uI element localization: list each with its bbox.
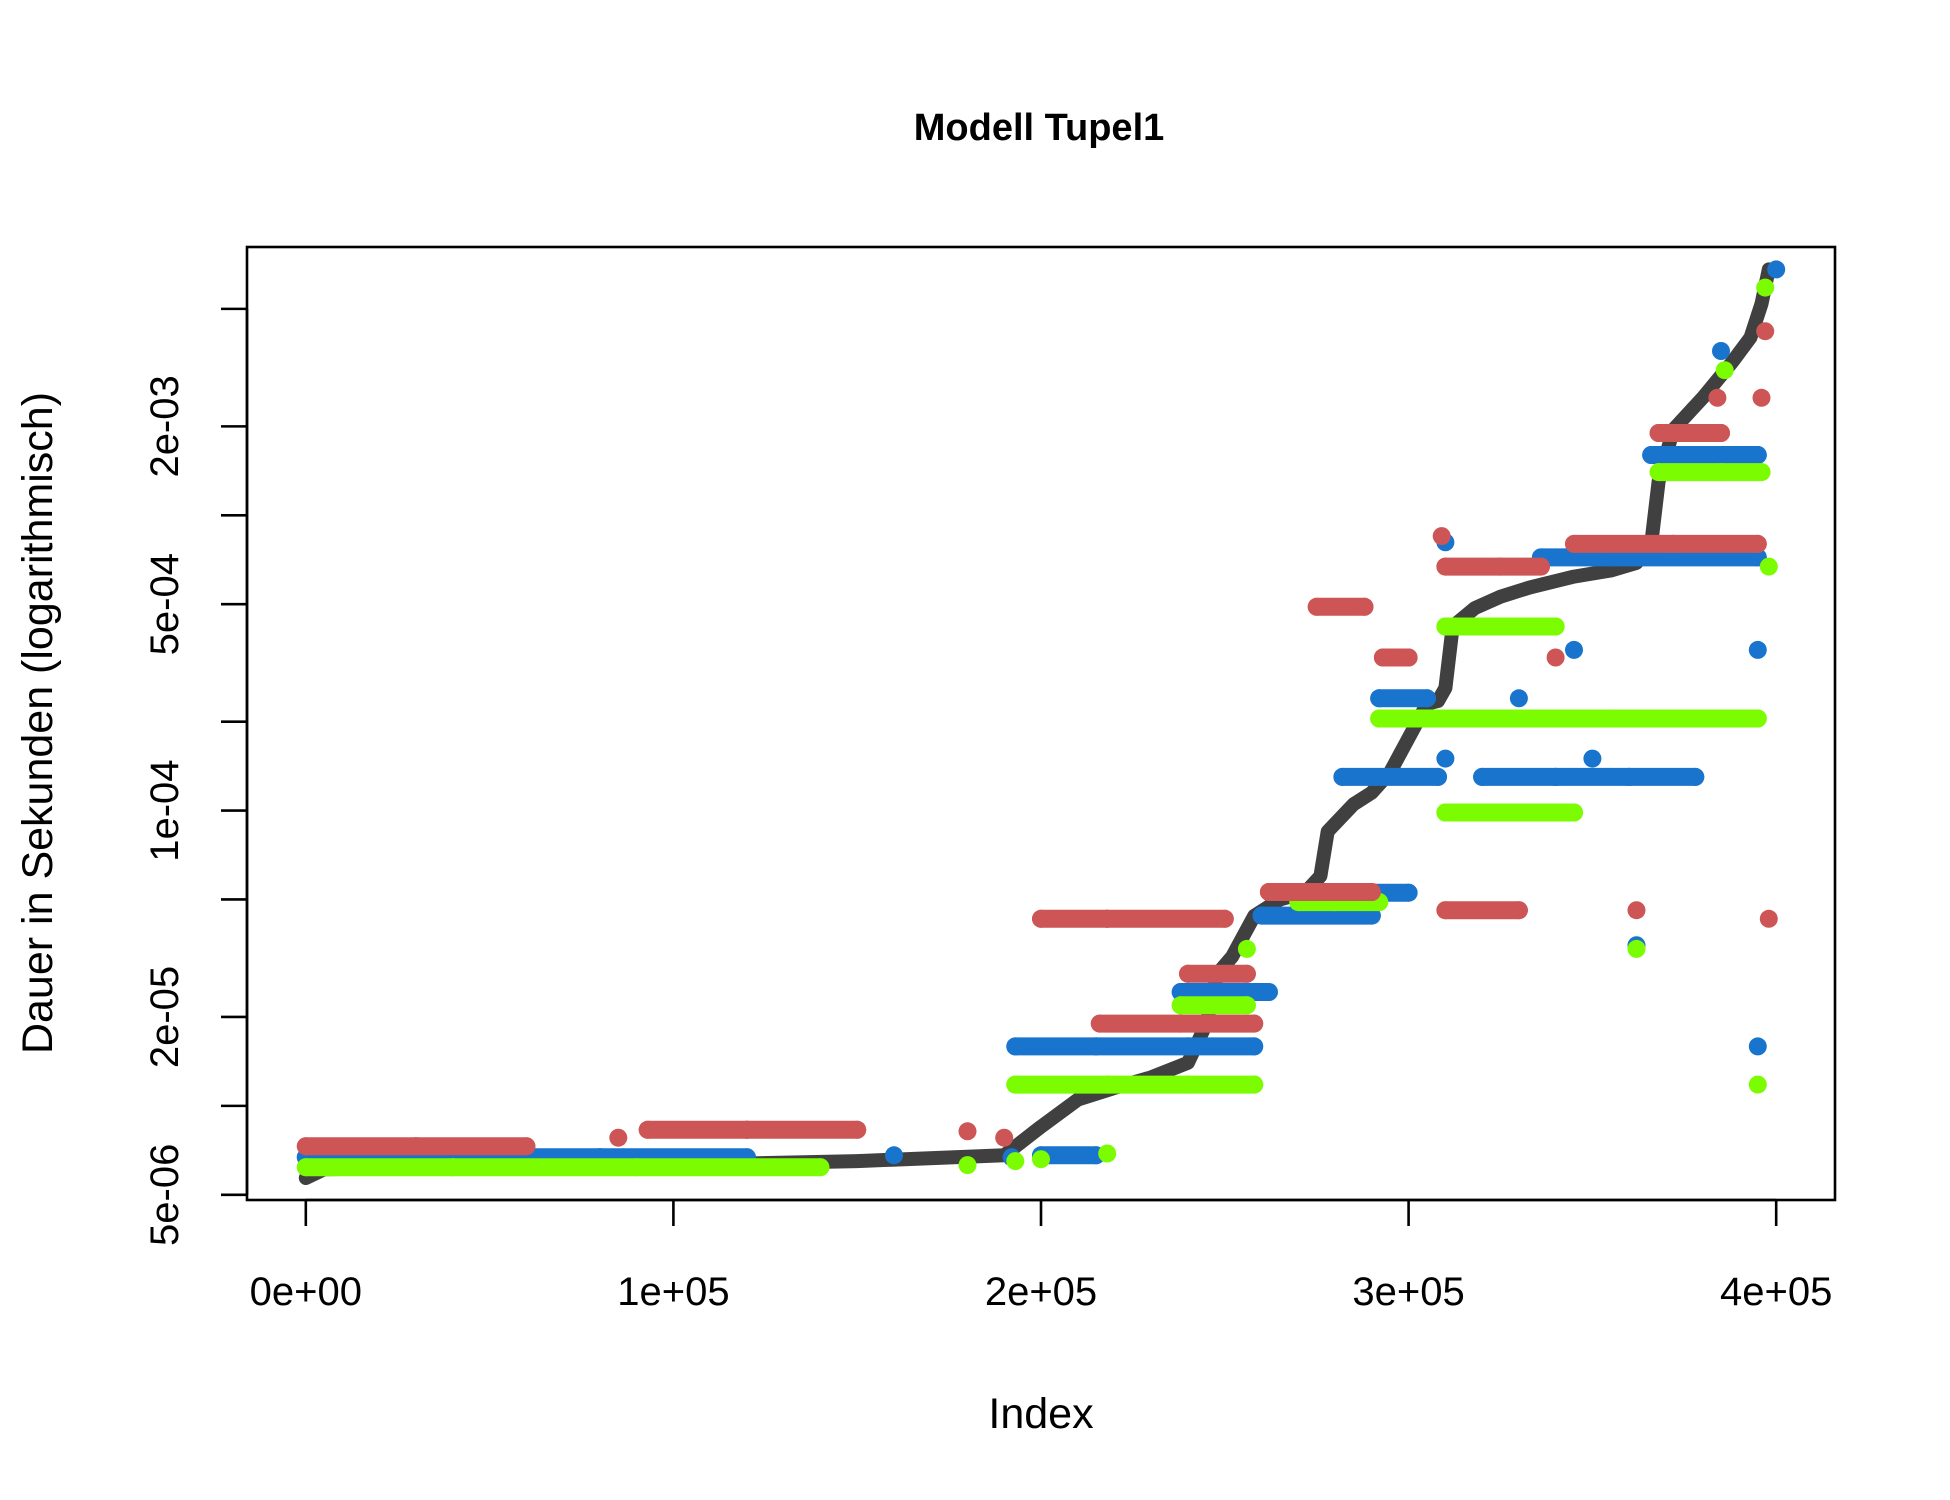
data-point — [1399, 883, 1418, 902]
data-point — [1748, 534, 1767, 553]
data-point — [1627, 939, 1646, 958]
data-point — [1006, 1152, 1025, 1171]
x-axis: 0e+00 1e+05 2e+05 3e+05 4e+05 — [250, 1198, 1832, 1314]
data-point — [811, 1158, 830, 1177]
data-point — [995, 1128, 1014, 1147]
data-point — [1627, 901, 1646, 920]
series-green-points — [296, 278, 1778, 1177]
y-tick-label: 2e-05 — [143, 966, 187, 1068]
data-point — [1756, 322, 1775, 341]
data-point — [1237, 996, 1256, 1015]
x-tick-label: 4e+05 — [1720, 1270, 1832, 1314]
y-axis-label: Dauer in Sekunden (logarithmisch) — [14, 392, 62, 1054]
data-point — [1748, 709, 1767, 728]
data-point — [1245, 1075, 1264, 1094]
data-point — [1583, 749, 1602, 768]
data-point — [1509, 689, 1528, 708]
data-point — [1355, 597, 1374, 616]
y-tick-label: 5e-04 — [143, 553, 187, 655]
data-point — [1399, 648, 1418, 667]
data-point — [885, 1146, 903, 1165]
data-point — [1752, 463, 1771, 482]
plot-area — [296, 260, 1786, 1185]
data-point — [1686, 767, 1705, 786]
x-tick-label: 1e+05 — [617, 1270, 729, 1314]
y-tick-label: 2e-03 — [143, 375, 187, 477]
y-axis: 5e-06 2e-05 1e-04 5e-04 2e-03 — [143, 307, 249, 1246]
y-tick-label: 1e-04 — [143, 759, 187, 861]
x-tick-label: 0e+00 — [250, 1270, 362, 1314]
data-point — [848, 1120, 867, 1139]
data-point — [1759, 557, 1778, 576]
data-point — [1565, 803, 1583, 822]
data-point — [1752, 388, 1771, 407]
data-point — [1245, 1014, 1264, 1033]
data-point — [1215, 909, 1234, 928]
data-point — [1237, 964, 1256, 983]
data-point — [1098, 1144, 1117, 1163]
data-point — [1748, 1037, 1767, 1056]
y-tick-label: 5e-06 — [143, 1144, 187, 1246]
data-point — [1237, 939, 1256, 958]
data-point — [1759, 909, 1778, 928]
data-point — [1432, 527, 1451, 546]
data-point — [1032, 1150, 1050, 1169]
x-axis-label: Index — [988, 1390, 1094, 1438]
data-point — [1715, 361, 1734, 380]
data-point — [1531, 557, 1550, 576]
data-point — [609, 1128, 628, 1147]
data-point — [1767, 260, 1786, 279]
data-point — [1245, 1037, 1264, 1056]
x-tick-label: 2e+05 — [985, 1270, 1097, 1314]
data-point — [1712, 424, 1730, 442]
x-tick-label: 3e+05 — [1352, 1270, 1464, 1314]
data-point — [1708, 388, 1727, 407]
data-point — [1565, 640, 1583, 659]
data-point — [958, 1156, 977, 1175]
data-point — [1259, 983, 1278, 1001]
data-point — [517, 1137, 536, 1156]
data-point — [1748, 446, 1767, 464]
data-point — [1546, 648, 1565, 667]
sorted-duration-line — [298, 262, 1776, 1185]
data-point — [1436, 749, 1455, 768]
data-point — [1418, 689, 1436, 708]
points-layer — [296, 260, 1786, 1177]
sorted-line-layer — [298, 262, 1776, 1185]
data-point — [1429, 767, 1447, 786]
chart-title: Modell Tupel1 — [914, 107, 1165, 149]
data-point — [1546, 617, 1565, 636]
data-point — [1756, 278, 1775, 297]
data-point — [958, 1122, 977, 1141]
series-red-points — [296, 322, 1778, 1156]
data-point — [1748, 1075, 1767, 1094]
data-point — [1748, 640, 1767, 659]
data-point — [1362, 883, 1381, 901]
data-point — [1712, 342, 1730, 360]
data-point — [1509, 901, 1528, 920]
